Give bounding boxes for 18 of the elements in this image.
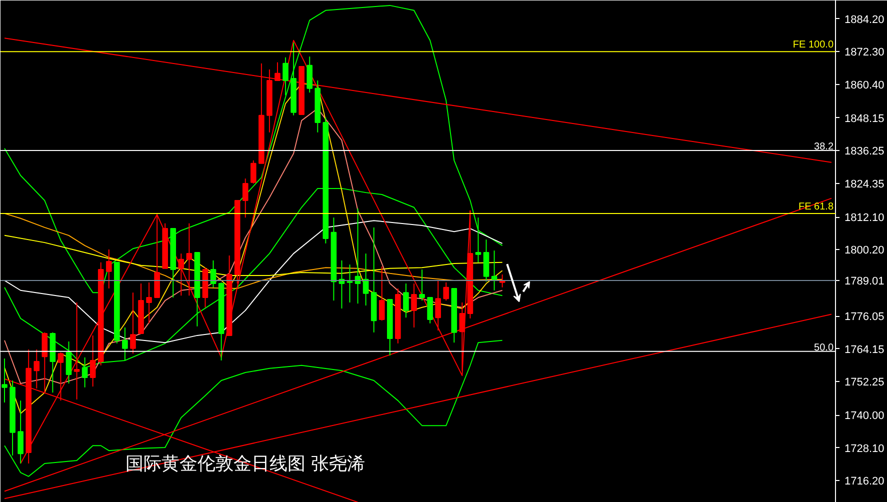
y-tick-label: 1836.25	[844, 146, 884, 158]
y-tick-label: 1776.05	[844, 311, 884, 324]
y-tick-label: 1884.20	[844, 14, 884, 26]
y-tick-label: 1812.10	[844, 212, 884, 224]
y-tick-label: 1800.20	[844, 244, 884, 257]
y-tick-label: 1860.40	[844, 79, 884, 92]
y-tick-label: 1752.25	[844, 376, 884, 388]
y-tick-label: 1764.15	[844, 344, 884, 356]
y-tick-label: 1872.30	[844, 46, 884, 59]
y-tick-label: 1824.35	[844, 178, 884, 190]
annotation: 38.2	[814, 142, 834, 153]
y-tick-label: 1740.00	[844, 410, 884, 422]
y-tick-label: 1848.15	[844, 112, 884, 125]
y-tick-label: 1728.10	[844, 442, 884, 455]
y-tick-label: 1716.20	[844, 476, 884, 488]
annotation: 50.0	[814, 342, 834, 354]
ref-line-label: FE 100.0	[792, 40, 834, 51]
y-tick-label: 1789.01	[844, 275, 884, 288]
